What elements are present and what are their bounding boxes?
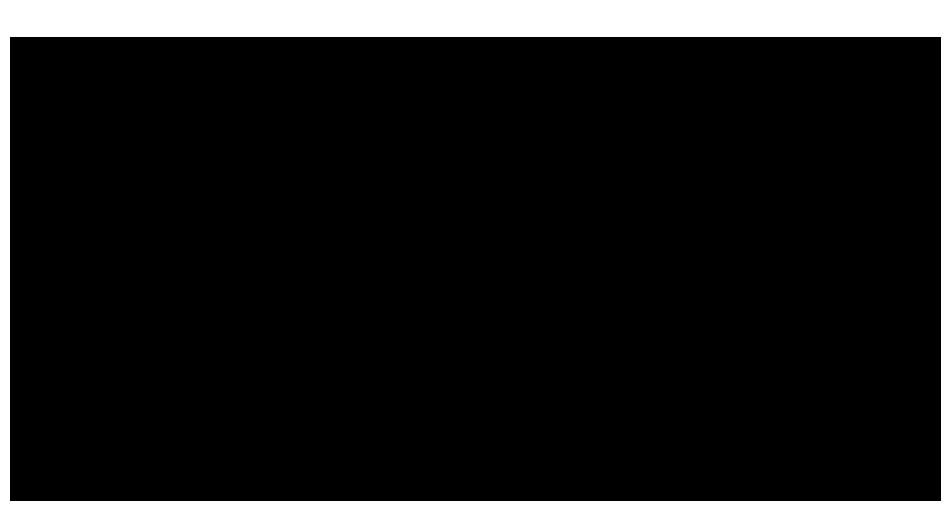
word-cloud <box>10 37 941 501</box>
